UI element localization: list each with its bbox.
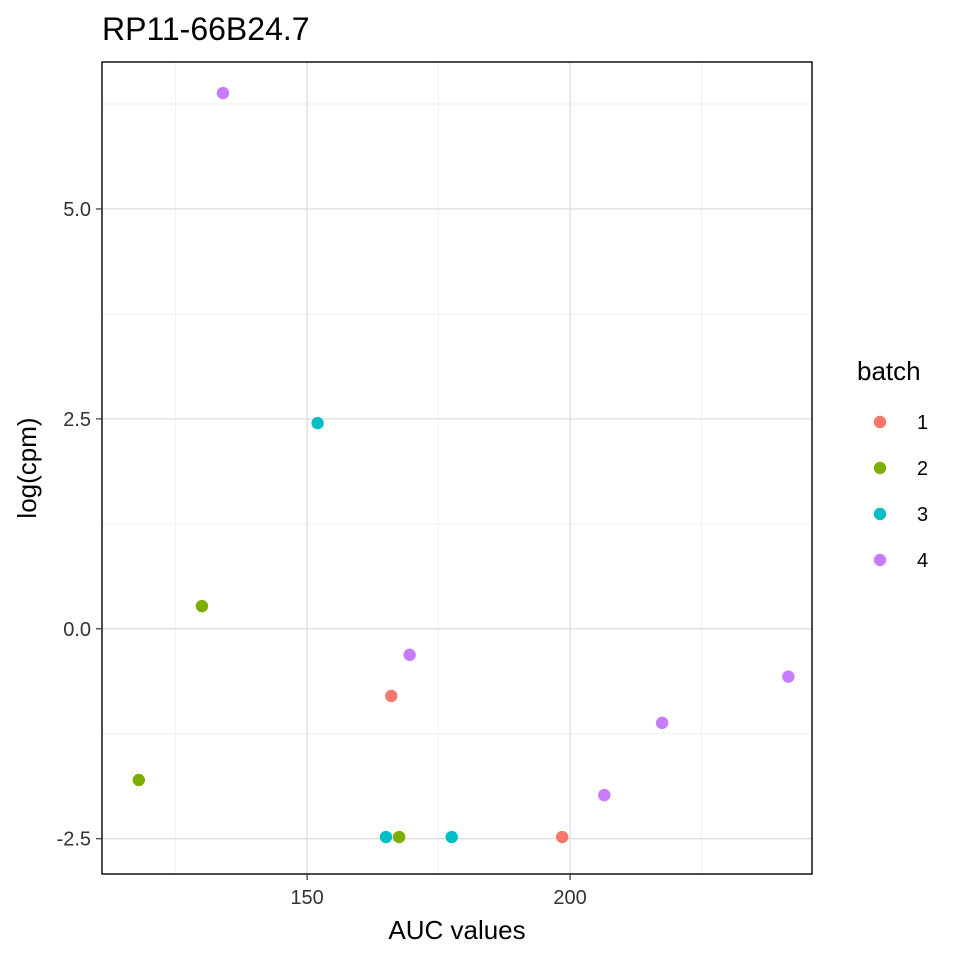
major-gridlines [102,62,812,874]
y-axis: -2.5 0.0 2.5 5.0 [57,199,102,851]
minor-gridlines [102,62,812,874]
plot-panel [102,62,812,874]
data-point-batch-4 [598,788,611,802]
plot-area [101,61,813,875]
legend-label-1: 1 [917,412,928,434]
y-tick-label: 5.0 [63,199,91,221]
legend-label-4: 4 [917,550,928,572]
legend-key-1 [873,415,887,429]
legend-label-3: 3 [917,504,928,526]
data-point-batch-4 [782,670,795,683]
legend-entries: 1 2 3 4 [873,412,928,572]
data-point-batch-3 [379,830,393,844]
data-point-batch-3 [311,416,324,430]
legend-key-2 [873,461,887,475]
x-tick-label: 150 [290,887,323,909]
chart-title: RP11-66B24.7 [102,11,310,47]
y-tick-label: -2.5 [57,829,91,851]
data-point-batch-4 [403,648,416,662]
data-point-batch-2 [132,773,146,787]
x-axis-title: AUC values [388,915,525,945]
data-point-batch-4 [655,716,669,730]
y-tick-label: 0.0 [63,619,91,641]
data-points [132,86,795,844]
legend-key-3 [873,507,887,521]
data-point-batch-1 [385,689,398,703]
legend: batch 1 2 3 4 [857,356,928,572]
data-point-batch-2 [195,599,209,613]
y-axis-title: log(cpm) [12,417,42,518]
legend-title: batch [857,356,921,386]
data-point-batch-3 [445,830,458,844]
data-point-batch-4 [216,86,230,100]
y-tick-label: 2.5 [63,409,91,431]
plot-border [101,61,813,875]
data-point-batch-1 [555,830,569,844]
legend-key-4 [873,553,887,567]
x-tick-label: 200 [553,887,586,909]
legend-label-2: 2 [917,458,928,480]
x-axis: 150 200 [290,874,587,909]
data-point-batch-2 [392,830,406,844]
